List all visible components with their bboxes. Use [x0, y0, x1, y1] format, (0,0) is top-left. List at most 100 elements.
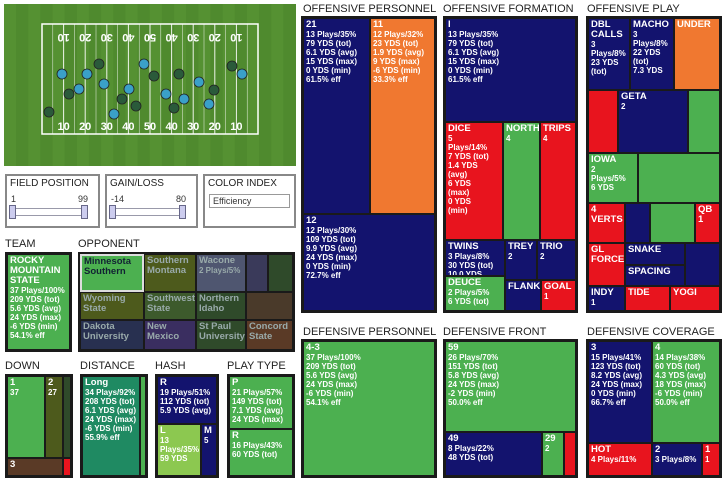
- tile-name: 4 VERTS: [591, 204, 623, 225]
- tile[interactable]: DEUCE 2 Plays/5% 6 YDS (tot): [445, 276, 505, 311]
- tile[interactable]: YOGI: [670, 286, 720, 311]
- tile[interactable]: 4 14 Plays/38% 60 YDS (tot) 4.3 YDS (avg) 18…: [652, 341, 720, 443]
- tile[interactable]: 4 VERTS: [588, 203, 625, 243]
- yard-number: 20: [209, 31, 221, 43]
- tile[interactable]: ROCKY MOUNTAIN STATE 37 Plays/100% 209 YDS…: [7, 254, 70, 350]
- field: 10 20 30 40 50 40 30 20 10 10 20 30 40 50 40 30 20 10: [4, 4, 296, 166]
- tile[interactable]: TWINS 3 Plays/8% 30 YDS (tot) 10.0 YDS: [445, 240, 505, 276]
- tile[interactable]: DICE 5 Plays/14% 7 YDS (tot) 1.4 YDS (avg) 6 Y…: [445, 122, 503, 240]
- tile-stat: 0 YDS (min): [591, 389, 636, 398]
- tile[interactable]: 12 12 Plays/30% 109 YDS (tot) 9.9 YDS (avg)…: [303, 214, 435, 311]
- tile[interactable]: 21 13 Plays/35% 79 YDS (tot) 6.1 YDS (avg) 1…: [303, 18, 370, 214]
- tile-stat: 1: [591, 298, 596, 307]
- tile-stat: 208 YDS (tot): [85, 397, 135, 406]
- tile-name: St Paul University: [199, 321, 245, 342]
- tile[interactable]: 1 37: [7, 376, 45, 458]
- tile[interactable]: HOT 4 Plays/11%: [588, 443, 652, 476]
- tile-name: Concord State: [249, 321, 289, 342]
- tile[interactable]: 3 15 Plays/41% 123 YDS (tot) 8.2 YDS (avg) 2…: [588, 341, 652, 443]
- tile[interactable]: St Paul University: [196, 320, 246, 350]
- tile-name: Wacone: [199, 255, 236, 266]
- tile-stat: 15 YDS (max): [448, 57, 499, 66]
- tile-stat: 13 Plays/35%: [448, 30, 499, 39]
- tile-name: 29: [545, 433, 556, 444]
- tile[interactable]: NORTH 4: [503, 122, 540, 240]
- panel-title: DISTANCE: [80, 360, 135, 372]
- tile[interactable]: DBL CALLS 3 Plays/8% 23 YDS (tot): [588, 18, 630, 90]
- yard-number: 40: [122, 31, 134, 43]
- dropdown[interactable]: Efficiency: [209, 194, 290, 208]
- slider-handle[interactable]: [81, 205, 88, 219]
- filter: -14 80: [105, 174, 198, 228]
- stripe: [76, 4, 89, 166]
- tile[interactable]: R 19 Plays/51% 112 YDS (tot) 5.9 YDS (avg): [157, 376, 217, 424]
- tile[interactable]: Wyoming State: [80, 292, 144, 320]
- tile[interactable]: TREY 2: [505, 240, 537, 280]
- tile-stat: 1: [544, 292, 549, 301]
- tile-stat: 209 YDS (tot): [10, 295, 60, 304]
- tile-name: YOGI: [673, 287, 697, 298]
- tile[interactable]: FLANK: [505, 280, 541, 311]
- tile[interactable]: Wacone 2 Plays/5%: [196, 254, 246, 292]
- tile-name: 59: [448, 342, 459, 353]
- play-dot: [123, 83, 135, 95]
- tile[interactable]: Northern Idaho: [196, 292, 246, 320]
- tile[interactable]: Southwest State: [144, 292, 196, 320]
- tile-stat: Plays/8%: [633, 39, 668, 48]
- tile[interactable]: Southern Montana: [144, 254, 196, 292]
- tile[interactable]: UNDER: [674, 18, 720, 90]
- slider-handle[interactable]: [179, 205, 186, 219]
- tile-stat: 4: [506, 134, 511, 143]
- tile[interactable]: R 16 Plays/43% 60 YDS (tot): [229, 429, 293, 476]
- tile[interactable]: GL FORCE: [588, 243, 625, 286]
- tile-stat: 24 YDS (max): [591, 380, 642, 389]
- yard-number: 30: [187, 121, 199, 133]
- tile: [688, 90, 720, 153]
- tile-stat: 0 YDS (min): [306, 66, 351, 75]
- tile[interactable]: I 13 Plays/35% 79 YDS (tot) 6.1 YDS (avg) 15…: [445, 18, 576, 122]
- tile[interactable]: GETA 2: [618, 90, 688, 153]
- tile-name: FLANK: [508, 281, 541, 292]
- tile-name: Minnesota Southern: [84, 256, 131, 277]
- tile-stat: 2: [545, 444, 550, 453]
- tile[interactable]: 11 12 Plays/32% 23 YDS (tot) 1.9 YDS (avg) 9…: [370, 18, 435, 214]
- tile[interactable]: QB 1: [695, 203, 720, 243]
- tile[interactable]: L 13 Plays/35% 59 YDS: [157, 424, 201, 476]
- tile[interactable]: 4-3 37 Plays/100% 209 YDS (tot) 5.6 YDS (av…: [303, 341, 435, 476]
- tile[interactable]: INDY 1: [588, 286, 625, 311]
- tile[interactable]: 59 26 Plays/70% 151 YDS (tot) 5.8 YDS (avg)…: [445, 341, 576, 432]
- slider-handle[interactable]: [9, 205, 16, 219]
- tile[interactable]: Concord State: [246, 320, 293, 350]
- tile[interactable]: New Mexico: [144, 320, 196, 350]
- tile[interactable]: TIDE: [625, 286, 670, 311]
- tile[interactable]: 2 27: [45, 376, 63, 458]
- tile[interactable]: 29 2: [542, 432, 564, 476]
- yard-number: 10: [57, 31, 69, 43]
- tile[interactable]: Long 34 Plays/92% 208 YDS (tot) 6.1 YDS (av…: [82, 376, 140, 476]
- tile-stat: 5: [204, 436, 209, 445]
- tile[interactable]: SNAKE: [625, 243, 685, 265]
- tile[interactable]: Dakota University: [80, 320, 144, 350]
- tile[interactable]: Minnesota Southern: [80, 254, 144, 292]
- tile-name: 2: [655, 444, 661, 455]
- tile[interactable]: 49 8 Plays/22% 48 YDS (tot): [445, 432, 542, 476]
- tile[interactable]: 3: [7, 458, 63, 476]
- tile[interactable]: TRIPS 4: [540, 122, 576, 240]
- tile-name: Southwest State: [147, 293, 196, 314]
- tile[interactable]: P 21 Plays/57% 149 YDS (tot) 7.1 YDS (avg) 2…: [229, 376, 293, 429]
- tile[interactable]: SPACING: [625, 265, 685, 286]
- tile[interactable]: TRIO 2: [537, 240, 576, 280]
- tile-stat: 54.1% eff: [306, 398, 341, 407]
- tile-stat: 3: [591, 40, 596, 49]
- tile[interactable]: IOWA 2 Plays/5% 6 YDS: [588, 153, 638, 203]
- tile: [625, 203, 650, 243]
- treemap: P 21 Plays/57% 149 YDS (tot) 7.1 YDS (avg) 2…: [227, 374, 295, 478]
- tile[interactable]: GOAL 1: [541, 280, 576, 311]
- play-dot: [226, 60, 238, 72]
- slider-handle[interactable]: [109, 205, 116, 219]
- tile[interactable]: MACHO 3 Plays/8% 22 YDS (tot) 7.3 YDS: [630, 18, 674, 90]
